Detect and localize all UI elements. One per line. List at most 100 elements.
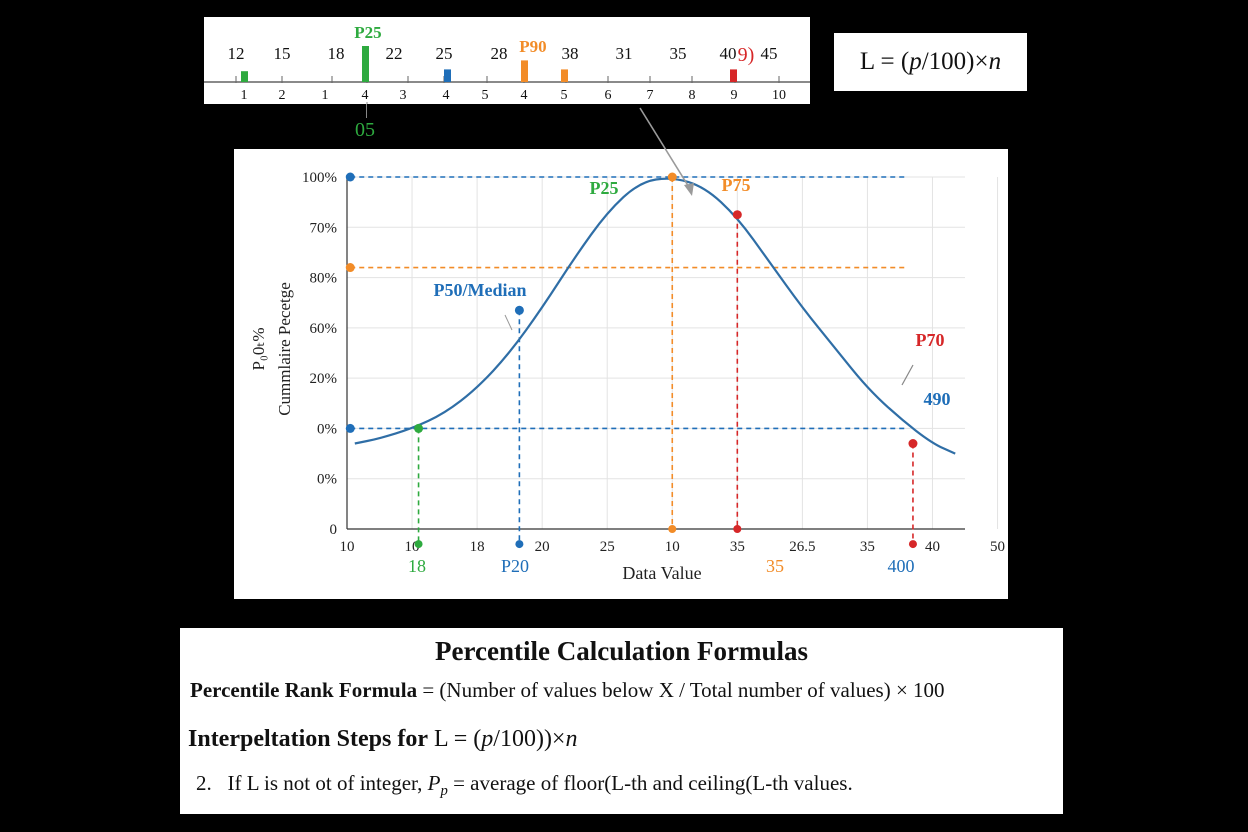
number-line-svg: 12 15 18 22 25 28 38 31 35 40 451 2 1 4 3 4 5 4 5 6 7 8 9 10P25…: [204, 23, 810, 104]
step-2-sub: p: [440, 783, 448, 800]
data-point-marker: [345, 423, 355, 433]
p25-strip-label: P25: [354, 23, 381, 42]
number-line-bottom-value: 10: [772, 88, 786, 103]
x-tick-label: 18: [470, 539, 485, 555]
number-line-bottom-value: 4: [443, 88, 450, 103]
data-point-marker: [732, 210, 742, 220]
step-2-P: P: [427, 771, 441, 795]
number-line-top-value: 31: [616, 44, 633, 63]
bottom-value-label: 400: [888, 556, 915, 576]
data-point-marker: [345, 172, 355, 182]
chart-annotation: P70: [916, 330, 945, 350]
y-tick-label: 60%: [310, 321, 338, 337]
chart-annotation: P50/Median: [434, 280, 527, 300]
x-tick-label: 50: [990, 539, 1005, 555]
axis-point-marker: [515, 540, 524, 549]
number-line-bar-red: [730, 69, 737, 82]
number-line-top-value: 28: [491, 44, 508, 63]
steps-mid: /100))×: [493, 726, 566, 752]
number-line-bar-orange-tall: [521, 60, 528, 82]
formula-n: n: [988, 48, 1002, 75]
p70-pointer-arrow: [901, 364, 914, 386]
median-pointer-arrow: [504, 314, 513, 331]
number-line-top-value: 38: [562, 44, 579, 63]
steps-label: Interpeltation Steps for: [188, 726, 428, 752]
bottom-value-label: P20: [501, 556, 529, 576]
number-line-bottom-value: 1: [241, 88, 248, 103]
x-tick-label: 26.5: [789, 539, 815, 555]
percentile-rank-line: Percentile Rank Formula = (Number of val…: [190, 678, 945, 703]
x-tick-label: 10: [665, 539, 680, 555]
x-tick-label: 35: [860, 539, 875, 555]
y-tick-label: 0%: [317, 472, 337, 488]
number-line-bottom-value: 9: [731, 88, 738, 103]
number-line-bottom-value: 7: [647, 88, 654, 103]
formula-lhs: L = (: [859, 48, 910, 75]
number-line-bottom-value: 5: [482, 88, 489, 103]
bottom-value-label: 35: [766, 556, 784, 576]
rank-label: Percentile Rank Formula: [190, 678, 418, 702]
step-2-number: 2.: [196, 771, 212, 795]
x-tick-label: 35: [730, 539, 745, 555]
number-line-top-value: 15: [274, 44, 291, 63]
steps-p: p: [481, 726, 494, 752]
number-line-strip: 12 15 18 22 25 28 38 31 35 40 45 1 2 1 4 3 4 5 4 5 6 7 8 9 10 P25…: [204, 17, 810, 104]
x-tick-label: 20: [535, 539, 550, 555]
number-line-bottom-value: 2: [279, 88, 286, 103]
chart-annotation: P25: [590, 178, 619, 198]
x-axis-label: Data Value: [622, 563, 701, 583]
y-tick-label: 20%: [310, 371, 338, 387]
percentile-chart: Data Value Cummlaire Pecetge P₀0ₜ% 0 0% 0%…: [249, 170, 1005, 583]
x-tick-label: 10: [340, 539, 355, 555]
interpolation-steps-line: Interpeltation Steps for L = (p/100))×n: [188, 726, 577, 753]
number-line-bottom-value: 5: [561, 88, 568, 103]
axis-point-marker: [908, 540, 917, 549]
number-line-top-value: 12: [228, 44, 245, 63]
formula-box: L = (p/100)× n: [834, 33, 1027, 91]
number-line-top-value: 35: [670, 44, 687, 63]
x-tick-label: 40: [925, 539, 940, 555]
series-curve: [354, 177, 956, 455]
y-tick-label: 0%: [317, 421, 337, 437]
data-point-marker: [345, 263, 355, 273]
number-line-bottom-value: 8: [689, 88, 696, 103]
data-point-marker: [908, 439, 918, 449]
number-line-bar-green-short: [241, 71, 248, 82]
axis-point-marker: [414, 540, 423, 549]
strip-under-label: 05: [355, 119, 375, 141]
bottom-value-label: 18: [408, 556, 426, 576]
formulas-panel: Percentile Calculation Formulas Percenti…: [180, 628, 1063, 814]
y-tick-label: 70%: [310, 220, 338, 236]
rank-expression: = (Number of values below X / Total numb…: [417, 678, 945, 702]
number-line-bottom-value: 6: [605, 88, 612, 103]
number-line-top-value: 25: [436, 44, 453, 63]
strip-under-arrow-icon: [366, 104, 367, 118]
p90-strip-label: P90: [519, 37, 546, 56]
axis-point-marker: [668, 525, 677, 533]
number-line-bar-orange-short: [561, 69, 568, 82]
number-line-bottom-value: 4: [362, 88, 369, 103]
chart-annotation: 490: [924, 389, 951, 409]
chart-panel: Data Value Cummlaire Pecetge P₀0ₜ% 0 0% 0%…: [234, 149, 1008, 599]
number-line-bottom-value: 4: [521, 88, 528, 103]
formula-text: L = (p/100)× n: [834, 33, 1027, 91]
number-line-top-value: 45: [761, 44, 778, 63]
formula-p: p: [909, 48, 922, 75]
data-point-marker: [414, 423, 424, 433]
y-axis-label-extra: P₀0ₜ%: [249, 327, 268, 370]
number-line-bar-green-tall: [362, 46, 369, 82]
formula-mid: /100)×: [921, 48, 989, 75]
step-2-text-b: = average of floor(L-th and ceiling(L-th…: [447, 771, 853, 795]
formulas-title: Percentile Calculation Formulas: [435, 636, 808, 666]
y-tick-label: 0: [330, 522, 338, 538]
step-2-line: 2. If L is not ot of integer, Pp = avera…: [196, 771, 853, 800]
number-line-bottom-value: 3: [400, 88, 407, 103]
number-line-bottom-value: 1: [322, 88, 329, 103]
number-line-top-value: 40: [720, 44, 737, 63]
x-tick-label: 25: [600, 539, 615, 555]
step-2-text-a: If L is not ot of integer,: [227, 771, 428, 795]
number-line-top-value: 22: [386, 44, 403, 63]
number-line-top-value: 18: [328, 44, 345, 63]
steps-lhs: L = (: [427, 726, 482, 752]
y-axis-label: Cummlaire Pecetge: [275, 282, 294, 416]
